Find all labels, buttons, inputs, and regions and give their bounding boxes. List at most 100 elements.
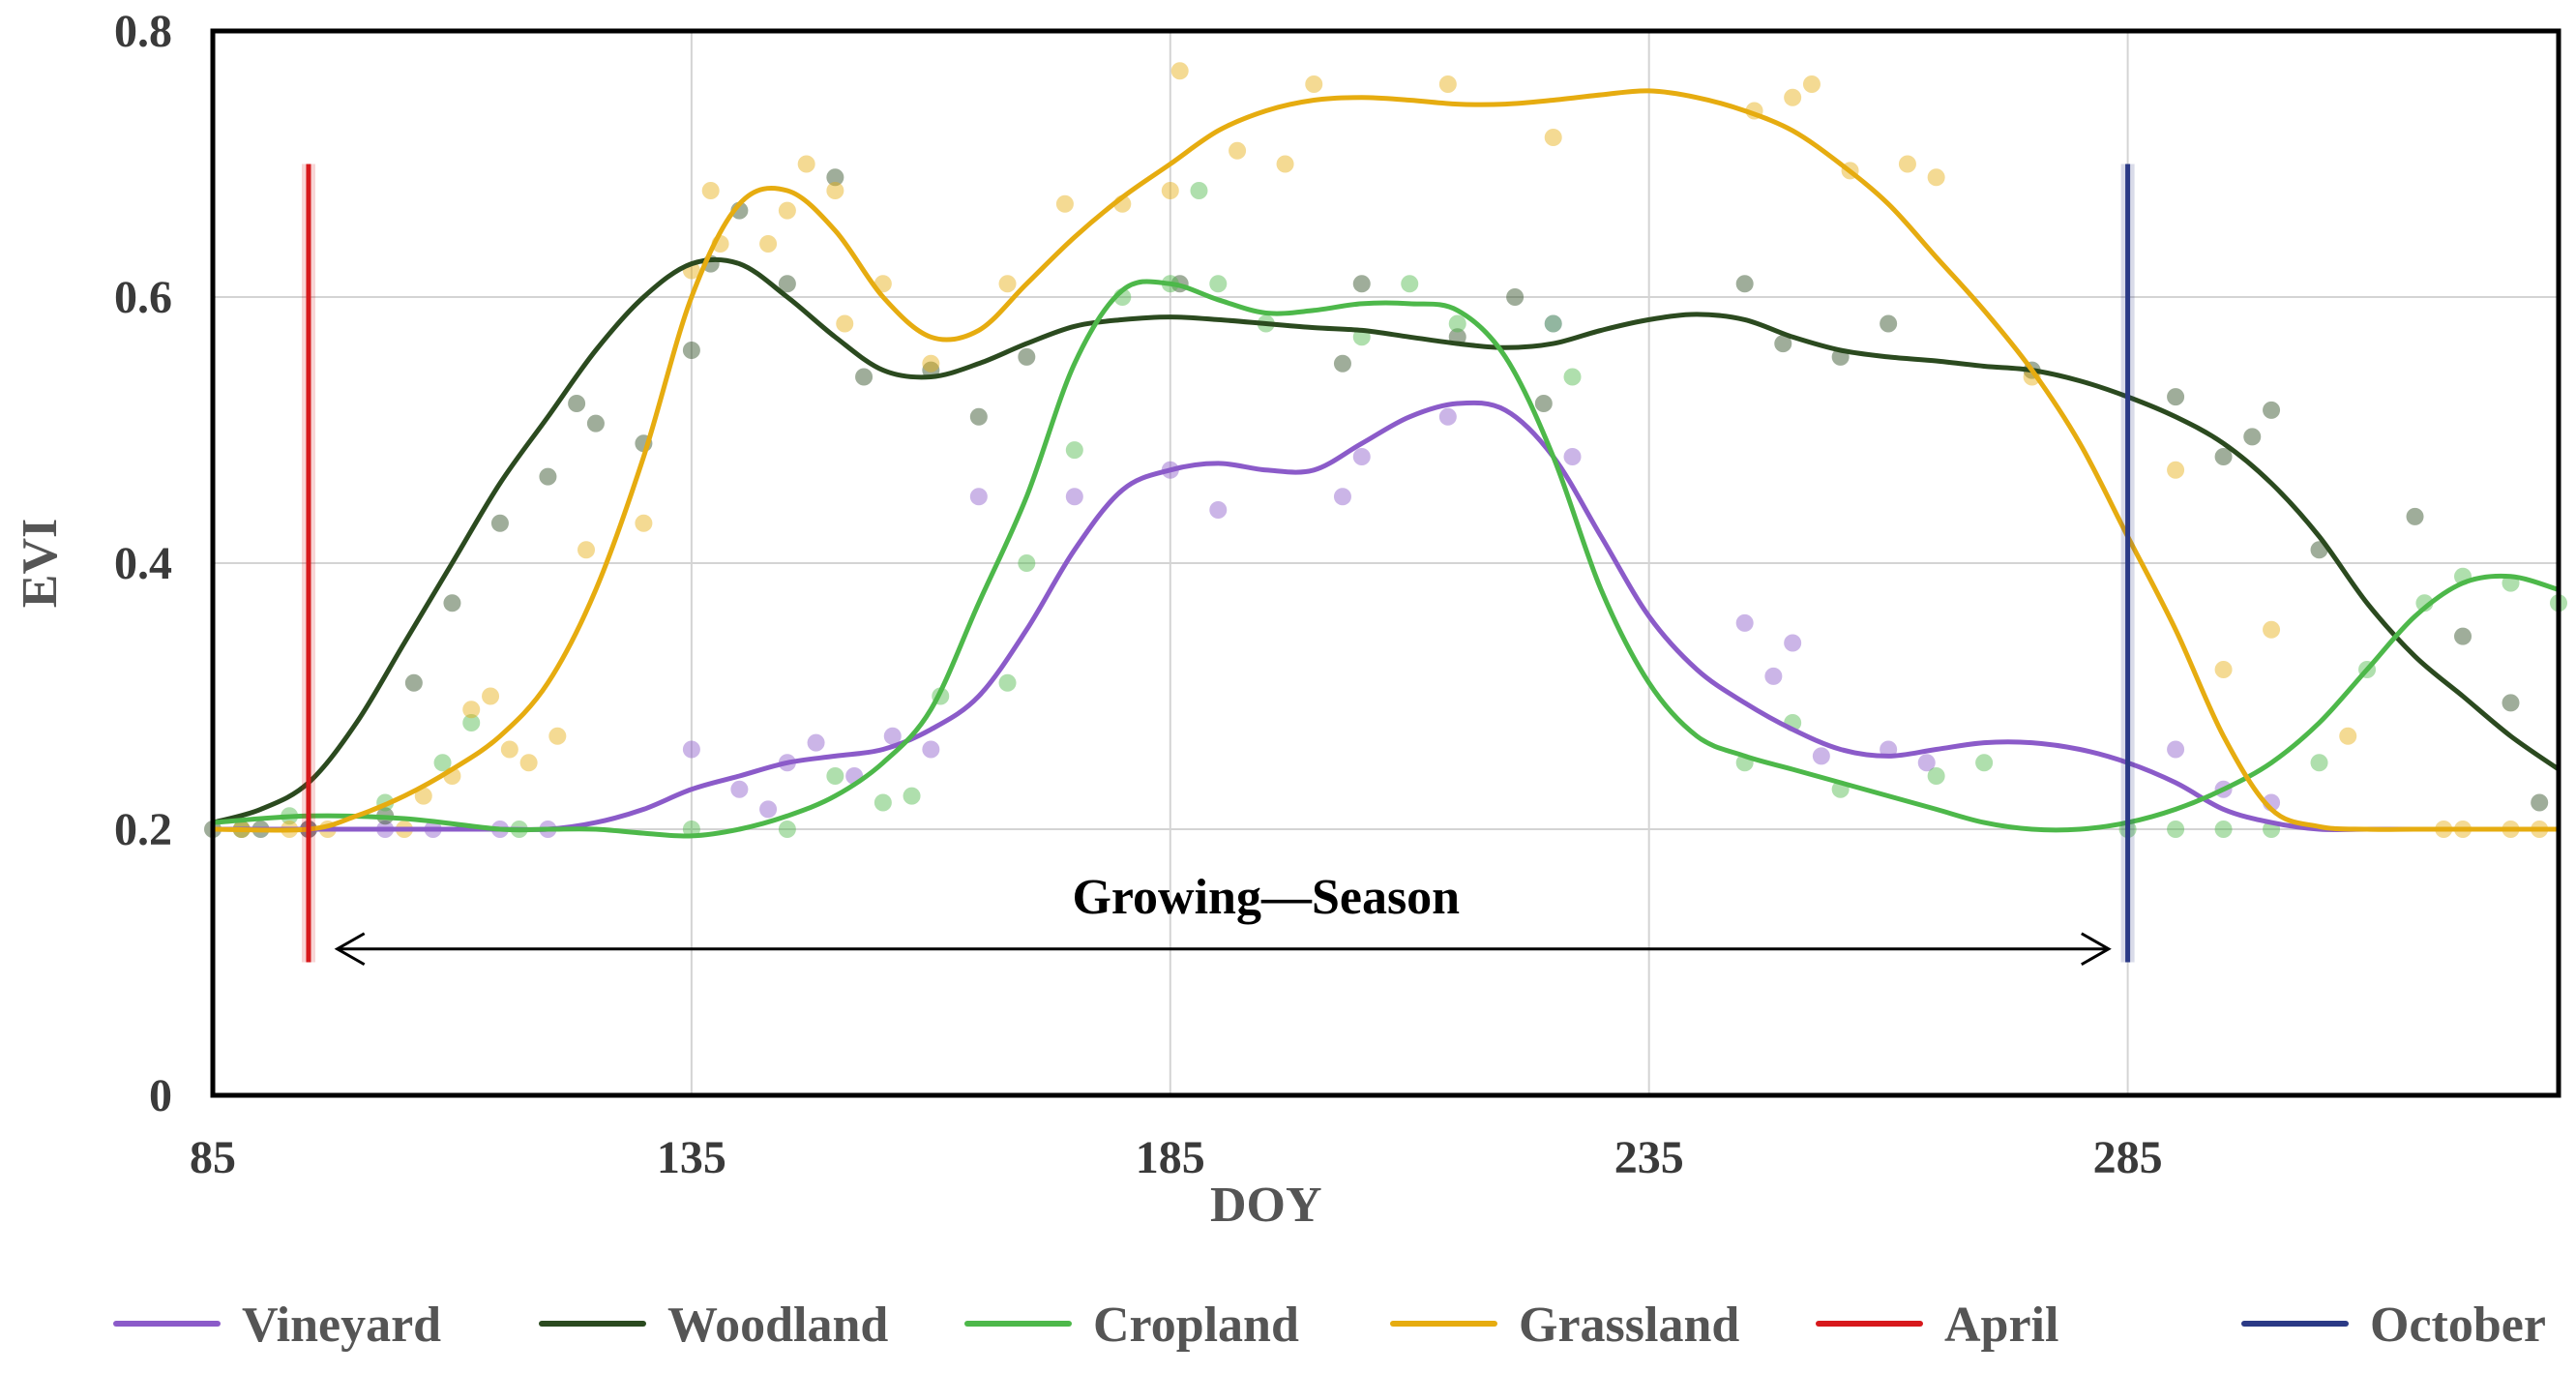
cropland-point bbox=[873, 793, 892, 812]
woodland-line bbox=[210, 256, 2561, 825]
vineyard-point bbox=[807, 733, 825, 752]
grassland-point bbox=[1170, 62, 1189, 80]
grassland-point bbox=[1898, 155, 1916, 173]
woodland-point bbox=[1774, 335, 1792, 353]
grassland-point bbox=[778, 201, 796, 220]
april-legend-label: April bbox=[1944, 1298, 2058, 1353]
vineyard-point bbox=[1784, 634, 1802, 652]
woodland-point bbox=[1735, 275, 1754, 293]
y-tick-label: 0.4 bbox=[114, 538, 172, 589]
grassland-point bbox=[1927, 168, 1945, 187]
vineyard-point bbox=[2167, 740, 2185, 759]
y-tick-label: 0 bbox=[149, 1070, 172, 1121]
vineyard-point bbox=[1812, 747, 1830, 765]
vineyard-point bbox=[1333, 488, 1351, 506]
cropland-point bbox=[1018, 554, 1036, 572]
vineyard-point bbox=[969, 488, 988, 506]
y-tick-label: 0.8 bbox=[114, 6, 172, 57]
cropland-point bbox=[462, 714, 481, 731]
axis-ticks: 85 135 185 235 285 0 0.2 0.4 0.6 0.8 bbox=[114, 6, 2163, 1183]
x-tick-label: 235 bbox=[1614, 1132, 1684, 1183]
x-axis-title: DOY bbox=[1210, 1178, 1322, 1233]
cropland-legend-label: Cropland bbox=[1093, 1298, 1299, 1353]
cropland-point bbox=[2310, 754, 2328, 772]
grassland-point bbox=[922, 354, 940, 373]
vineyard-point bbox=[883, 727, 902, 745]
plot-frame bbox=[210, 28, 2561, 1098]
cropland-point bbox=[1401, 275, 1419, 293]
woodland-point bbox=[969, 407, 988, 426]
grassland-point bbox=[414, 787, 432, 805]
x-tick-label: 135 bbox=[657, 1132, 726, 1183]
vineyard-point bbox=[1563, 448, 1582, 465]
grassland-point bbox=[759, 235, 778, 253]
woodland-point bbox=[490, 514, 509, 532]
cropland-point bbox=[1190, 182, 1208, 199]
grassland-point bbox=[1802, 75, 1821, 93]
woodland-point bbox=[1333, 354, 1351, 373]
cropland-line bbox=[210, 279, 2561, 839]
y-tick-label: 0.6 bbox=[114, 272, 172, 323]
grassland-legend-label: Grassland bbox=[1519, 1298, 1739, 1353]
woodland-point bbox=[2454, 627, 2472, 645]
woodland-point bbox=[1352, 275, 1371, 293]
vineyard-point bbox=[730, 780, 749, 798]
woodland-point bbox=[2263, 401, 2281, 419]
x-tick-label: 85 bbox=[190, 1132, 236, 1183]
grassland-point bbox=[1276, 155, 1294, 173]
x-tick-label: 185 bbox=[1136, 1132, 1205, 1183]
grassland-point bbox=[2214, 661, 2233, 678]
grassland-point bbox=[2263, 620, 2281, 639]
woodland-point bbox=[2502, 694, 2520, 712]
woodland-point bbox=[855, 368, 873, 386]
woodland-point bbox=[586, 414, 605, 433]
grassland-point bbox=[1161, 182, 1179, 199]
october-legend-label: October bbox=[2370, 1298, 2546, 1353]
cropland-point bbox=[1448, 314, 1466, 333]
grassland-point bbox=[797, 155, 815, 173]
grassland-point bbox=[1438, 75, 1457, 93]
season-markers bbox=[301, 164, 2135, 963]
cropland-point bbox=[1544, 314, 1562, 333]
grassland-point bbox=[1305, 75, 1323, 93]
grassland-point bbox=[1784, 88, 1802, 106]
vineyard-point bbox=[1352, 448, 1371, 465]
grassland-point bbox=[2167, 461, 2185, 479]
grassland-point bbox=[1229, 141, 1247, 160]
arrow-head-left bbox=[334, 932, 366, 967]
grassland-point bbox=[1544, 129, 1562, 146]
grassland-point bbox=[2339, 727, 2357, 745]
vineyard-point bbox=[1735, 613, 1754, 632]
growing-season-label: Growing—Season bbox=[1072, 870, 1460, 925]
scatter-points bbox=[204, 62, 2567, 838]
woodland-point bbox=[826, 168, 844, 187]
cropland-point bbox=[433, 754, 452, 772]
smoothed-lines bbox=[210, 88, 2561, 839]
woodland-point bbox=[2167, 388, 2185, 406]
vineyard-point bbox=[682, 740, 700, 759]
vineyard-point bbox=[1209, 501, 1228, 519]
woodland-point bbox=[1534, 395, 1553, 412]
y-axis-title: EVI bbox=[13, 519, 68, 608]
cropland-point bbox=[2167, 821, 2185, 838]
woodland-point bbox=[1506, 288, 1525, 306]
grassland-point bbox=[701, 182, 720, 199]
grassland-point bbox=[998, 275, 1017, 293]
grassland-point bbox=[577, 541, 596, 559]
woodland-point bbox=[539, 467, 557, 486]
legend: Vineyard Woodland Cropland Grassland April Oc… bbox=[113, 1298, 2546, 1353]
grassland-point bbox=[548, 727, 567, 745]
woodland-point bbox=[443, 594, 461, 612]
grassland-point bbox=[500, 740, 518, 759]
woodland-legend-label: Woodland bbox=[667, 1298, 888, 1353]
cropland-point bbox=[826, 767, 844, 785]
grassland-point bbox=[826, 182, 844, 199]
grassland-point bbox=[635, 514, 653, 532]
woodland-point bbox=[568, 395, 586, 412]
woodland-point bbox=[2243, 428, 2262, 446]
woodland-point bbox=[682, 342, 700, 359]
vineyard-point bbox=[1438, 407, 1457, 426]
vineyard-point bbox=[922, 740, 940, 759]
woodland-point bbox=[2214, 448, 2233, 465]
